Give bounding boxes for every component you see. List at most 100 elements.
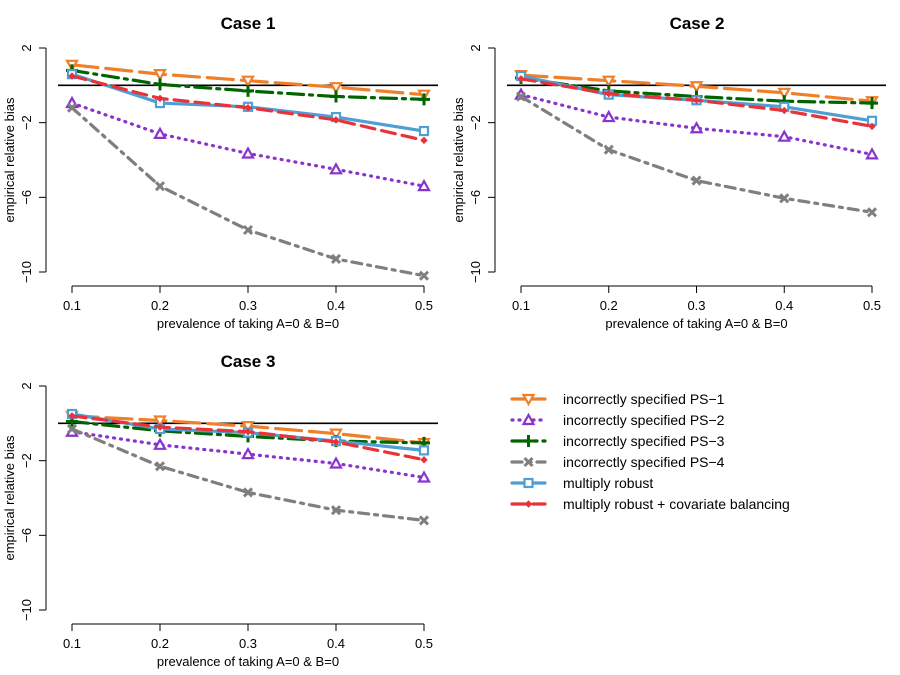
series-line — [70, 101, 426, 188]
series-1 — [65, 59, 431, 102]
y-axis-label: empirical relative bias — [2, 97, 17, 222]
y-tick-label: −2 — [468, 115, 483, 130]
x-tick-label: 0.5 — [415, 636, 433, 651]
data-point — [329, 82, 343, 95]
legend-entry-4: incorrectly specified PS−4 — [510, 454, 725, 470]
x-tick-label: 0.3 — [687, 298, 705, 313]
data-point — [329, 456, 343, 469]
y-axis-label: empirical relative bias — [2, 435, 17, 560]
x-tick-label: 0.4 — [327, 298, 345, 313]
data-point — [329, 162, 343, 175]
data-point — [517, 75, 525, 83]
data-point — [242, 487, 254, 498]
data-point — [689, 121, 704, 134]
legend-marker — [523, 477, 534, 489]
legend-label: multiply robust + covariate balancing — [563, 496, 790, 512]
x-tick-label: 0.5 — [415, 298, 433, 313]
y-tick-label: −10 — [468, 261, 483, 283]
legend-label: incorrectly specified PS−1 — [563, 391, 725, 407]
data-point — [420, 136, 428, 145]
legend-entry-5: multiply robust — [510, 475, 653, 491]
data-point — [154, 78, 166, 91]
data-point — [866, 207, 878, 218]
y-tick-label: 2 — [468, 44, 483, 51]
x-tick-label: 0.4 — [775, 298, 793, 313]
legend-entry-2: incorrectly specified PS−2 — [510, 412, 725, 428]
x-tick-label: 0.5 — [863, 298, 881, 313]
data-point — [332, 438, 340, 446]
data-point — [154, 461, 166, 472]
legend: incorrectly specified PS−1 incorrectly sp… — [510, 391, 790, 512]
chart-title: Case 3 — [221, 352, 276, 371]
data-point — [241, 421, 255, 434]
x-tick-label: 0.3 — [239, 298, 257, 313]
legend-marker — [522, 435, 535, 447]
data-point — [780, 106, 788, 115]
data-point — [418, 270, 430, 281]
series-4 — [66, 102, 430, 281]
data-point — [153, 415, 167, 428]
data-point — [420, 456, 428, 464]
legend-label: multiply robust — [563, 475, 653, 491]
data-point — [777, 87, 792, 101]
series-2 — [65, 424, 431, 483]
series-line — [70, 106, 426, 278]
y-axis-label: empirical relative bias — [451, 97, 466, 222]
data-point — [68, 412, 76, 420]
data-point — [241, 446, 255, 460]
data-point — [515, 91, 527, 102]
legend-label: incorrectly specified PS−2 — [563, 412, 725, 428]
data-point — [330, 505, 342, 516]
data-point — [156, 423, 164, 431]
legend-label: incorrectly specified PS−4 — [563, 454, 725, 470]
data-point — [605, 90, 613, 98]
data-point — [154, 181, 166, 192]
legend-marker — [524, 500, 533, 508]
x-tick-label: 0.3 — [239, 636, 257, 651]
data-point — [868, 122, 876, 131]
y-tick-label: −10 — [19, 261, 34, 283]
data-point — [417, 470, 431, 483]
data-point — [153, 69, 167, 82]
legend-marker — [521, 393, 536, 407]
data-point — [153, 437, 167, 450]
y-tick-label: −2 — [19, 115, 34, 130]
x-axis-label: prevalence of taking A=0 & B=0 — [605, 316, 787, 331]
series-line — [70, 427, 426, 523]
data-point — [330, 90, 342, 103]
data-point — [156, 94, 164, 103]
series-4 — [515, 91, 878, 218]
data-point — [418, 515, 430, 526]
series-4 — [66, 423, 430, 526]
chart-panel-3: Case 3 2 −2 −6 −10 empirical relative bias 0.1… — [2, 352, 438, 669]
data-point — [692, 96, 701, 104]
data-point — [689, 81, 704, 94]
data-point — [865, 147, 879, 160]
data-point — [691, 175, 702, 186]
x-axis-label: prevalence of taking A=0 & B=0 — [157, 316, 339, 331]
y-tick-label: −6 — [468, 190, 483, 205]
x-tick-label: 0.1 — [512, 298, 530, 313]
data-point — [242, 224, 254, 236]
data-point — [66, 423, 78, 434]
x-tick-label: 0.1 — [63, 298, 81, 313]
data-point — [779, 193, 790, 204]
y-tick-label: 2 — [19, 382, 34, 389]
y-tick-label: −2 — [19, 453, 34, 468]
x-tick-label: 0.1 — [63, 636, 81, 651]
series-6 — [68, 412, 428, 464]
legend-entry-6: multiply robust + covariate balancing — [510, 496, 790, 512]
x-tick-label: 0.2 — [151, 298, 169, 313]
data-point — [241, 75, 255, 88]
chart-title: Case 2 — [670, 14, 725, 33]
data-point — [330, 253, 342, 264]
x-axis-label: prevalence of taking A=0 & B=0 — [157, 654, 339, 669]
legend-label: incorrectly specified PS−3 — [563, 433, 725, 449]
data-point — [332, 116, 340, 124]
y-tick-label: −6 — [19, 190, 34, 205]
chart-title: Case 1 — [221, 14, 276, 33]
data-point — [68, 72, 76, 80]
data-point — [153, 126, 167, 139]
y-tick-label: −6 — [19, 528, 34, 543]
series-line — [519, 94, 874, 214]
